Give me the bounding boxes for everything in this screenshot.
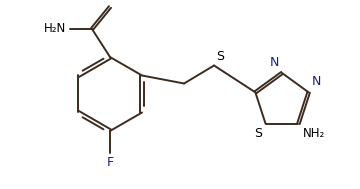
Text: S: S — [216, 50, 224, 63]
Text: F: F — [107, 156, 113, 169]
Text: NH₂: NH₂ — [302, 127, 325, 140]
Text: H₂N: H₂N — [44, 22, 66, 36]
Text: N: N — [312, 75, 321, 88]
Text: N: N — [270, 56, 279, 69]
Text: S: S — [255, 127, 262, 140]
Text: O: O — [105, 0, 115, 3]
